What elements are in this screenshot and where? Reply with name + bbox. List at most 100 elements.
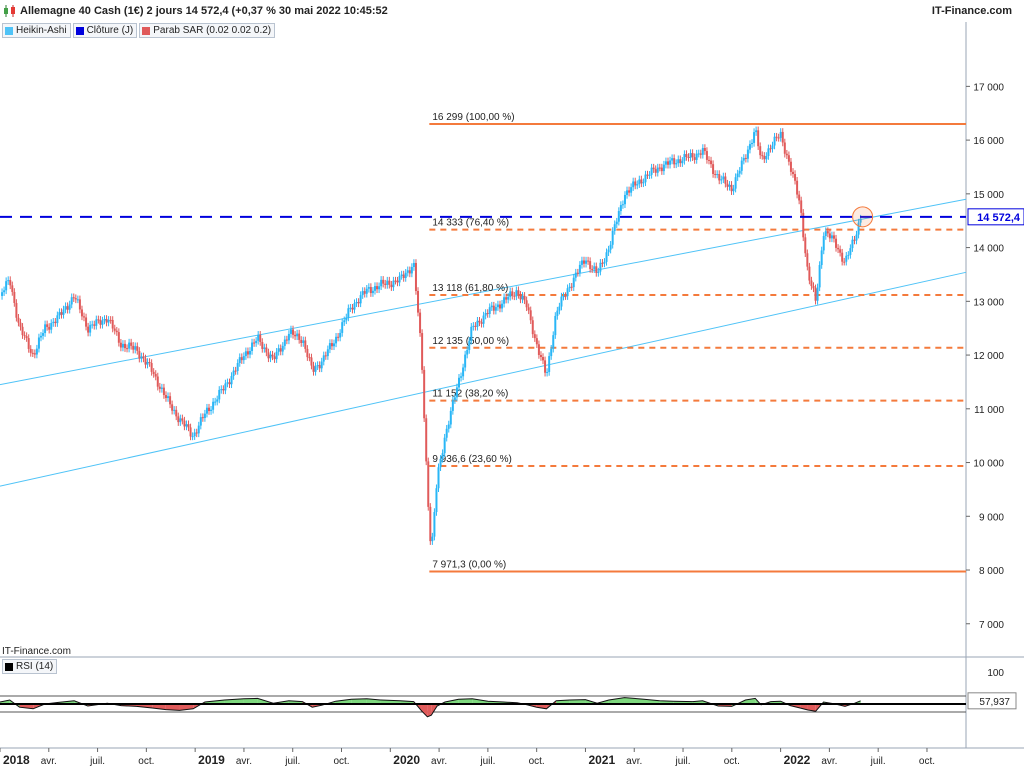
candle-body (820, 250, 823, 266)
legend-item-rsi[interactable]: RSI (14) (2, 659, 58, 674)
candle-body (843, 261, 846, 263)
legend-item-heikin-ashi[interactable]: Heikin-Ashi (2, 23, 71, 38)
legend-item-close[interactable]: Clôture (J) (72, 23, 138, 38)
candle-body (593, 266, 596, 270)
rsi-value-label: 57,937 (979, 697, 1010, 708)
candle-body (253, 342, 256, 344)
legend-item-parab-sar[interactable]: Parab SAR (0.02 0.02 0.2) (139, 23, 276, 38)
candle-body (683, 154, 686, 161)
candle-body (519, 294, 522, 300)
candle-body (437, 467, 440, 489)
candle-body (363, 291, 366, 294)
candle-body (710, 160, 713, 165)
x-tick-label: juil. (675, 756, 691, 767)
candle-body (341, 322, 344, 333)
candle-body (281, 345, 284, 352)
candle-body (414, 262, 417, 291)
candle-body (123, 343, 126, 349)
candle-body (521, 295, 524, 300)
candle-body (349, 307, 352, 309)
candle-body (400, 274, 403, 276)
candle-body (396, 280, 399, 283)
x-tick-label: oct. (529, 756, 545, 767)
candle-body (642, 182, 645, 184)
candle-body (205, 407, 208, 414)
candle-body (132, 345, 135, 350)
candle-body (681, 160, 684, 164)
rsi-fill (569, 699, 586, 704)
candle-body (337, 336, 340, 338)
candle-body (652, 167, 655, 170)
candle-body (648, 174, 651, 176)
candle-body (148, 361, 151, 364)
candle-body (343, 320, 346, 323)
candle-body (603, 261, 606, 264)
candle-body (578, 264, 581, 273)
x-tick-label: juil. (479, 756, 495, 767)
candle-body (839, 249, 842, 253)
candle-body (23, 335, 26, 337)
candle-body (634, 181, 637, 186)
candle-body (595, 266, 598, 273)
candle-body (464, 354, 467, 368)
candle-body (365, 288, 368, 294)
candle-body (142, 356, 145, 359)
rsi-fill (243, 698, 258, 704)
candle-body (259, 334, 262, 343)
candle-body (355, 301, 358, 304)
candle-body (439, 458, 442, 468)
candle-body (70, 297, 73, 305)
candle-body (755, 130, 758, 133)
candle-body (560, 296, 563, 307)
legend-label: Parab SAR (0.02 0.02 0.2) (153, 25, 272, 36)
candle-body (386, 280, 389, 285)
candle-body (777, 137, 780, 139)
candle-body (214, 401, 217, 403)
fib-level-label: 9 936,6 (23,60 %) (432, 454, 512, 465)
candle-body (798, 194, 801, 201)
candlestick-icon (4, 5, 15, 17)
candle-body (574, 272, 577, 278)
candle-body (240, 357, 243, 361)
candle-body (351, 307, 354, 310)
candle-body (91, 324, 94, 326)
x-tick-label: 2018 (3, 753, 30, 767)
candle-body (552, 335, 555, 349)
x-tick-label: juil. (89, 756, 105, 767)
candle-body (511, 291, 514, 296)
candle-body (720, 179, 723, 181)
candle-body (244, 351, 247, 357)
candle-body (101, 320, 104, 325)
candle-body (150, 363, 153, 372)
fib-level-label: 7 971,3 (0,00 %) (432, 560, 506, 571)
candle-body (632, 181, 635, 188)
candle-body (134, 346, 137, 350)
candle-body (121, 343, 124, 348)
candle-body (775, 136, 778, 138)
fib-level-label: 11 152 (38,20 %) (432, 389, 508, 400)
candle-body (167, 396, 170, 399)
brand-label[interactable]: IT-Finance.com (931, 5, 1012, 17)
candle-body (611, 230, 614, 245)
legend-label: Heikin-Ashi (16, 25, 67, 36)
candle-body (761, 155, 764, 157)
candle-body (44, 324, 47, 334)
candle-body (201, 417, 204, 419)
candle-body (54, 321, 57, 324)
candle-body (97, 319, 100, 321)
candle-body (267, 352, 270, 359)
candle-body (181, 418, 184, 421)
candle-body (849, 248, 852, 255)
candle-body (556, 310, 559, 316)
candle-body (769, 148, 772, 150)
source-label: IT-Finance.com (2, 646, 71, 657)
x-tick-label: avr. (626, 756, 642, 767)
candle-body (232, 370, 235, 377)
candle-body (242, 356, 245, 361)
candle-body (830, 235, 833, 239)
x-tick-label: avr. (236, 756, 252, 767)
candle-body (533, 334, 536, 339)
x-tick-label: juil. (870, 756, 886, 767)
y-tick-label: 7 000 (979, 620, 1004, 631)
